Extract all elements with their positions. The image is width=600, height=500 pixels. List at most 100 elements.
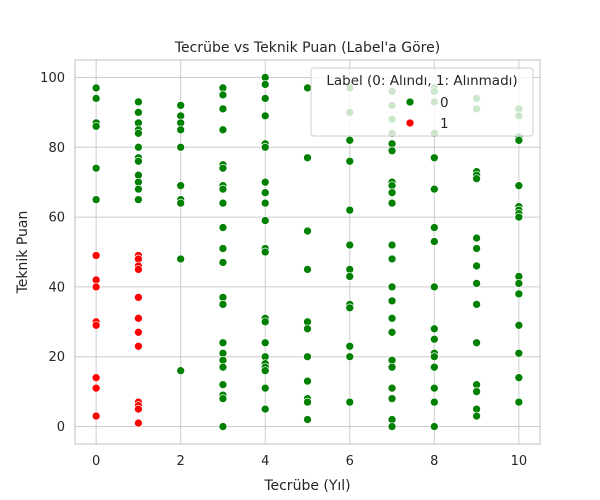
data-point-series-0 (91, 121, 101, 131)
data-point-series-0 (218, 163, 228, 173)
data-point-series-0 (387, 422, 397, 431)
data-point-series-0 (345, 352, 355, 362)
data-point-series-0 (514, 135, 524, 145)
data-point-series-1 (134, 327, 143, 337)
data-point-series-0 (345, 341, 355, 351)
data-point-series-0 (303, 376, 312, 386)
data-point-series-0 (429, 153, 439, 163)
data-point-series-0 (218, 300, 228, 309)
data-point-series-0 (472, 387, 481, 396)
data-point-series-0 (134, 142, 143, 152)
data-point-series-0 (218, 338, 228, 348)
data-point-series-1 (91, 320, 101, 330)
y-tick-label: 20 (48, 350, 65, 365)
data-point-series-0 (514, 348, 524, 358)
x-tick-label: 0 (92, 454, 100, 469)
data-point-series-0 (345, 156, 355, 166)
data-point-series-0 (429, 334, 439, 344)
data-point-series-0 (260, 404, 270, 414)
data-point-series-1 (134, 404, 143, 414)
data-point-series-0 (429, 282, 439, 292)
data-point-series-0 (260, 142, 270, 152)
data-point-series-0 (429, 397, 439, 407)
data-point-series-0 (387, 198, 397, 208)
data-point-series-0 (260, 198, 270, 208)
data-point-series-0 (218, 104, 228, 114)
data-point-series-0 (387, 362, 397, 372)
data-point-series-0 (472, 233, 481, 243)
data-point-series-0 (387, 188, 397, 197)
data-point-series-0 (134, 108, 143, 117)
data-point-series-0 (218, 184, 228, 194)
data-point-series-0 (176, 142, 186, 152)
data-point-series-0 (429, 223, 439, 232)
data-point-series-0 (134, 128, 143, 138)
legend-label-1: 1 (440, 116, 449, 132)
y-tick-label: 100 (40, 71, 65, 86)
data-point-series-0 (429, 352, 439, 362)
data-point-series-0 (260, 111, 270, 121)
data-point-series-0 (218, 223, 228, 232)
data-point-series-0 (91, 83, 101, 93)
data-point-series-0 (514, 279, 524, 288)
data-point-series-0 (387, 394, 397, 403)
data-point-series-0 (345, 135, 355, 145)
data-point-series-0 (260, 317, 270, 327)
data-point-series-0 (176, 101, 186, 110)
data-point-series-0 (260, 188, 270, 197)
legend-title: Label (0: Alındı, 1: Alınmadı) (326, 73, 517, 89)
data-point-series-1 (134, 418, 143, 428)
data-point-series-0 (176, 366, 186, 376)
legend-marker-0 (405, 97, 415, 107)
data-point-series-1 (91, 373, 101, 383)
x-tick-label: 10 (511, 454, 528, 469)
data-point-series-0 (345, 397, 355, 407)
data-point-series-0 (218, 90, 228, 100)
data-point-series-0 (260, 366, 270, 376)
x-tick-label: 8 (430, 454, 438, 469)
data-point-series-0 (472, 261, 481, 271)
data-point-series-0 (134, 156, 143, 166)
y-tick-label: 0 (57, 420, 65, 435)
data-point-series-0 (260, 338, 270, 348)
y-tick-label: 40 (48, 280, 65, 295)
data-point-series-0 (218, 258, 228, 267)
data-point-series-0 (134, 195, 143, 204)
data-point-series-0 (387, 313, 397, 323)
data-point-series-0 (514, 212, 524, 222)
data-point-series-0 (345, 272, 355, 281)
chart-title: Tecrübe vs Teknik Puan (Label'a Göre) (174, 40, 440, 56)
data-point-series-0 (303, 226, 312, 236)
data-point-series-0 (176, 125, 186, 135)
data-point-series-0 (218, 394, 228, 403)
legend-box (310, 67, 534, 137)
plot-frame (74, 59, 541, 445)
y-axis-label: Teknik Puan (15, 211, 31, 295)
y-tick-label: 80 (48, 141, 65, 156)
data-point-series-0 (176, 254, 186, 264)
data-point-series-0 (429, 362, 439, 372)
data-point-series-0 (176, 198, 186, 208)
data-point-series-0 (303, 153, 312, 163)
data-point-series-0 (387, 282, 397, 292)
data-point-series-0 (472, 411, 481, 421)
data-point-series-1 (91, 383, 101, 393)
data-point-series-0 (260, 383, 270, 393)
data-point-series-0 (472, 279, 481, 288)
data-point-series-0 (218, 362, 228, 372)
data-point-series-0 (514, 320, 524, 330)
legend: Label (0: Alındı, 1: Alınmadı) 0 1 (310, 67, 534, 137)
data-point-series-1 (134, 265, 143, 274)
legend-label-0: 0 (440, 95, 449, 111)
data-point-series-0 (387, 327, 397, 337)
data-point-series-1 (134, 313, 143, 323)
data-point-series-0 (91, 195, 101, 204)
data-point-series-0 (472, 300, 481, 309)
data-point-series-0 (303, 397, 312, 407)
data-point-series-0 (514, 373, 524, 383)
data-points (91, 73, 524, 431)
data-point-series-0 (429, 383, 439, 393)
data-point-series-0 (260, 247, 270, 257)
x-axis-label: Tecrübe (Yıl) (263, 478, 350, 494)
